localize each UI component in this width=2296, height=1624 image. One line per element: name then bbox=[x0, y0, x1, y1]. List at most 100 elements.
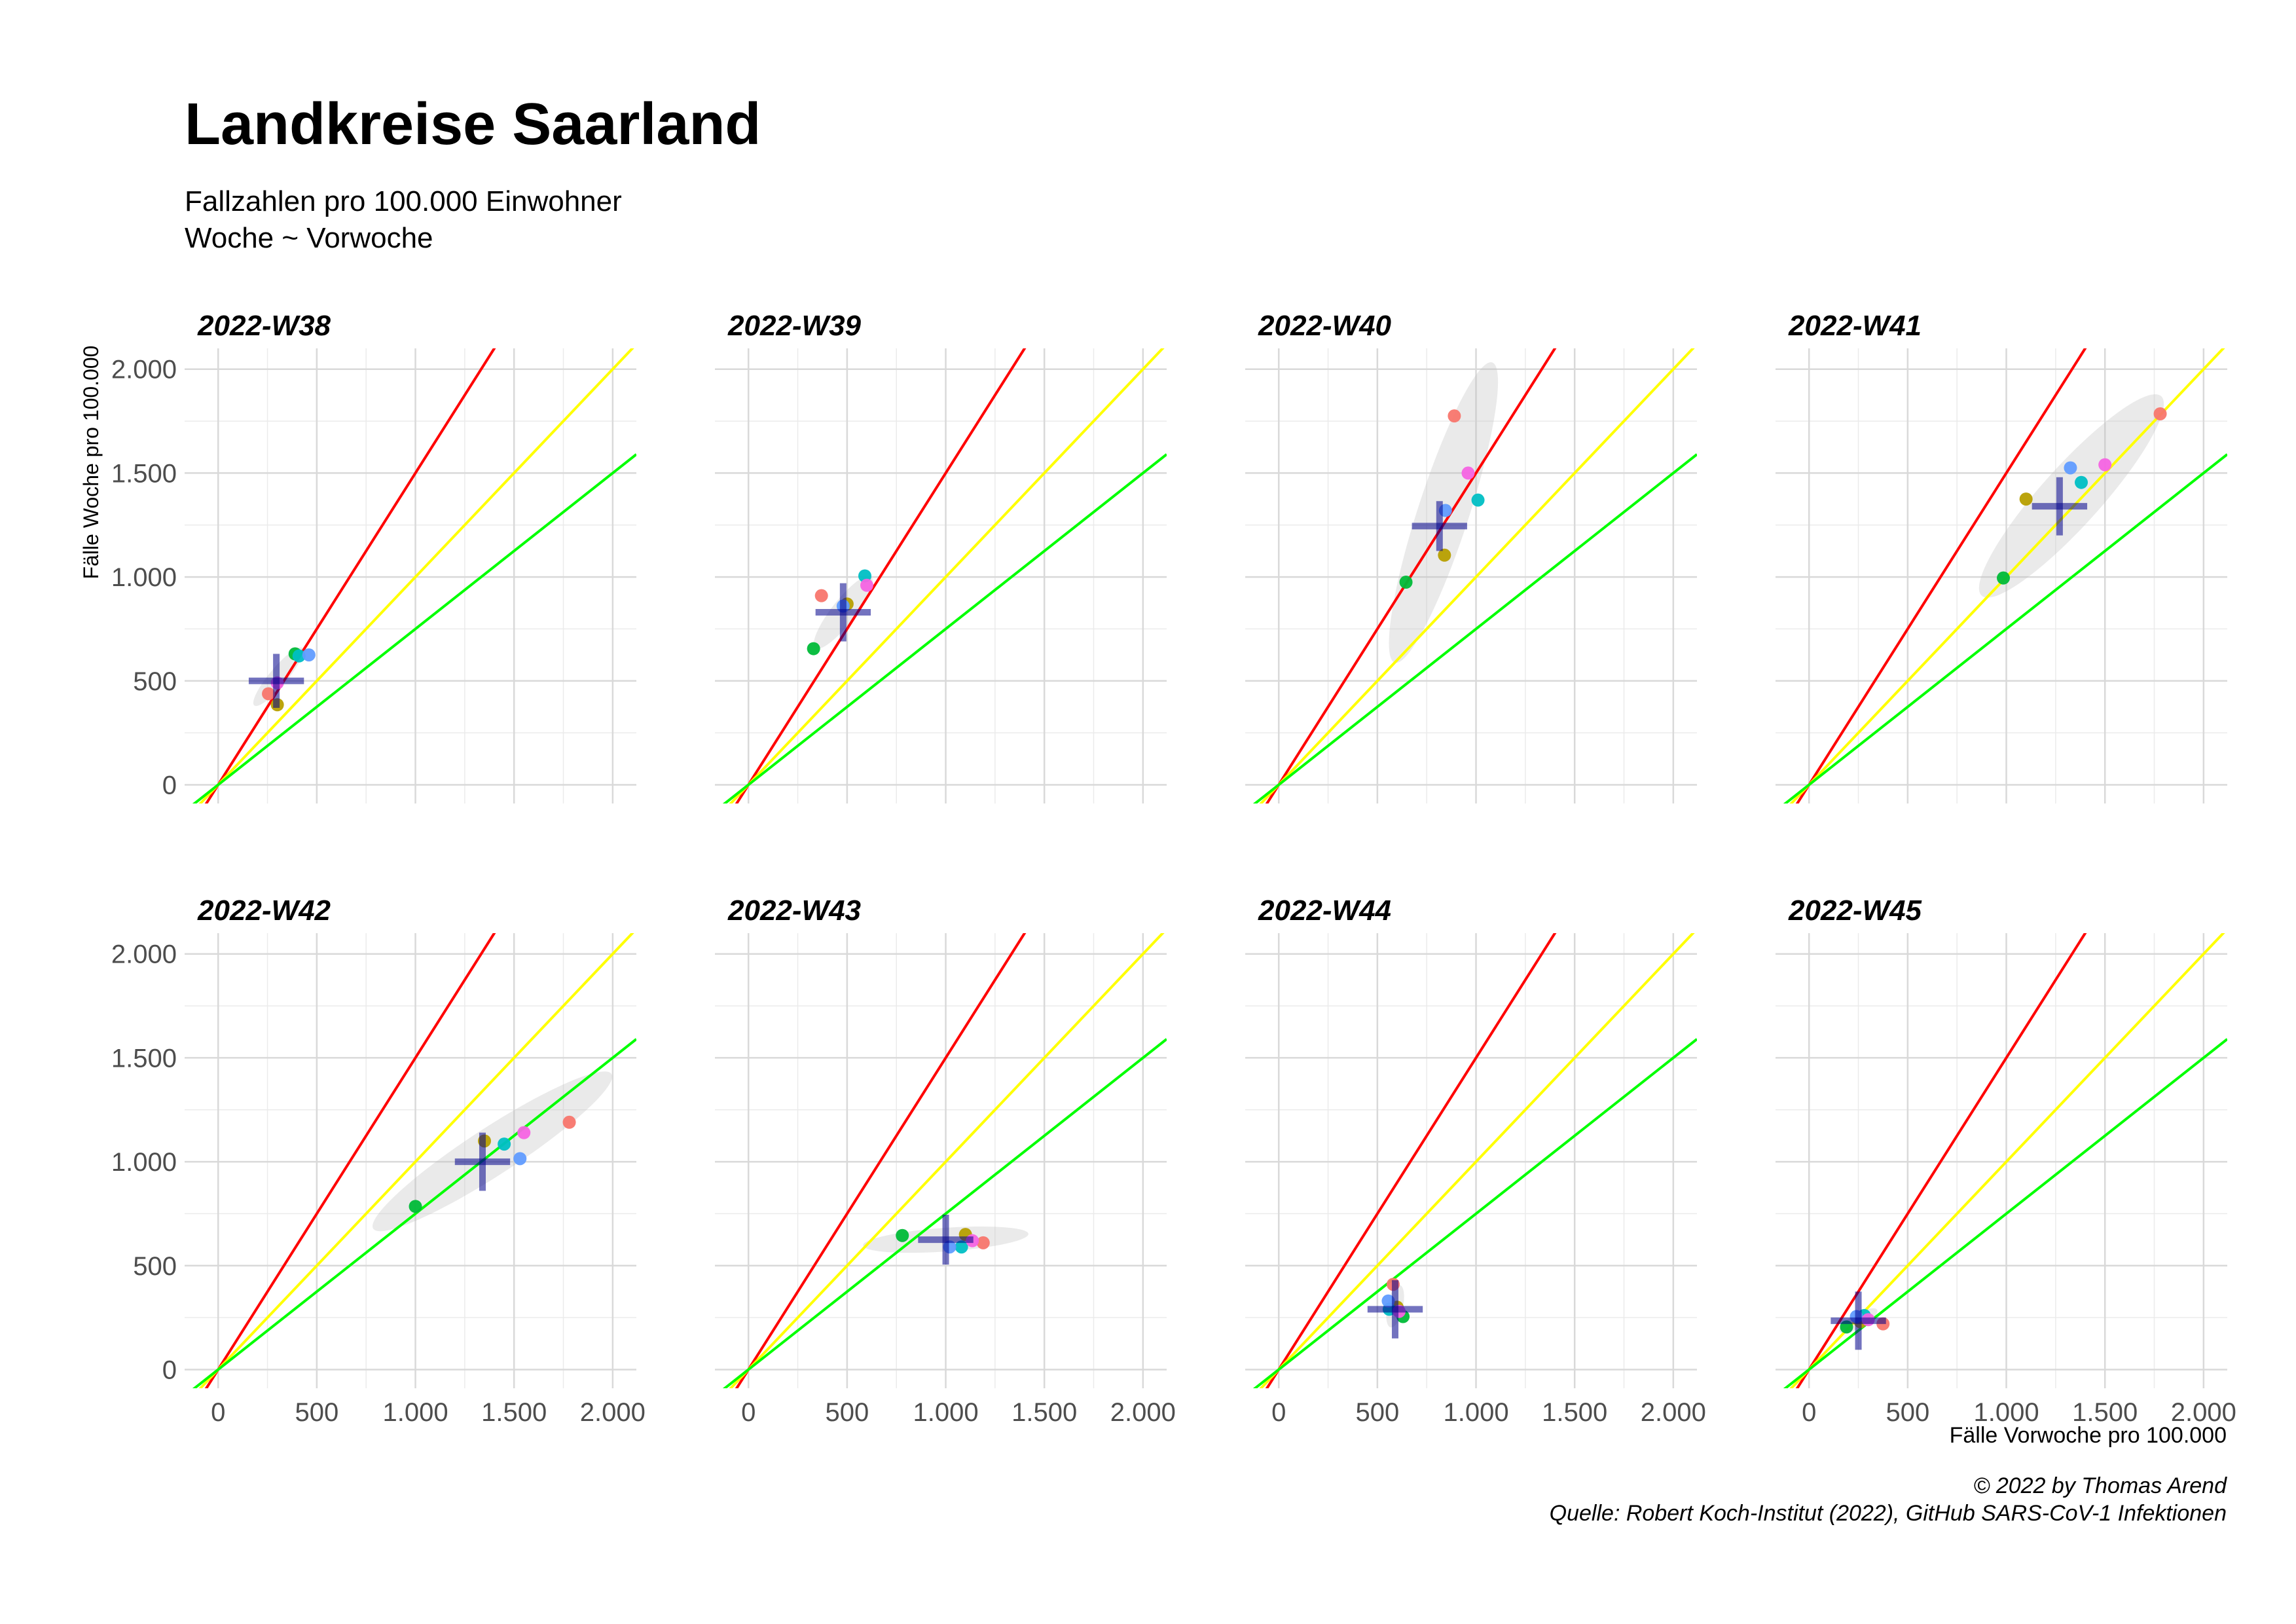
caption-copyright: © 2022 by Thomas Arend bbox=[1973, 1473, 2227, 1498]
data-point bbox=[292, 649, 306, 663]
chart-subtitle-line-1: Fallzahlen pro 100.000 Einwohner bbox=[185, 185, 622, 217]
facet-label: 2022-W38 bbox=[197, 310, 331, 342]
facet-label: 2022-W39 bbox=[727, 310, 862, 342]
caption-source: Quelle: Robert Koch-Institut (2022), Git… bbox=[1550, 1501, 2227, 1526]
y-tick-label: 1.500 bbox=[111, 459, 177, 488]
data-point bbox=[1997, 571, 2011, 585]
reference-line bbox=[1795, 348, 2087, 803]
reference-line bbox=[1265, 348, 1557, 803]
x-tick-label: 1.500 bbox=[2072, 1398, 2138, 1427]
panel-plot-area bbox=[185, 348, 636, 803]
data-point bbox=[2064, 461, 2077, 475]
x-tick-label: 500 bbox=[295, 1398, 339, 1427]
facet-2022-W39: 2022-W39 bbox=[715, 310, 1167, 803]
y-tick-label: 1.000 bbox=[111, 1148, 177, 1177]
chart-subtitle-line-2: Woche ~ Vorwoche bbox=[185, 222, 433, 254]
x-tick-label: 500 bbox=[1356, 1398, 1400, 1427]
data-point bbox=[513, 1152, 527, 1166]
data-point bbox=[409, 1200, 422, 1213]
x-tick-label: 2.000 bbox=[580, 1398, 646, 1427]
x-tick-label: 1.000 bbox=[913, 1398, 978, 1427]
data-point bbox=[517, 1126, 531, 1139]
reference-line bbox=[729, 933, 1165, 1388]
data-point bbox=[2098, 458, 2112, 471]
y-tick-label: 500 bbox=[133, 1252, 177, 1281]
reference-line bbox=[204, 933, 496, 1388]
reference-line bbox=[1265, 933, 1557, 1388]
panel-plot-area bbox=[715, 348, 1167, 803]
reference-line bbox=[198, 933, 634, 1388]
data-point bbox=[955, 1240, 968, 1254]
x-tick-label: 2.000 bbox=[1110, 1398, 1176, 1427]
facet-2022-W43: 2022-W43 0 500 1.000 1.500 2.000 bbox=[715, 895, 1176, 1427]
y-tick-label: 500 bbox=[133, 667, 177, 696]
panel-plot-area bbox=[1776, 348, 2227, 803]
facet-label: 2022-W45 bbox=[1788, 895, 1922, 927]
panel-plot-area bbox=[185, 933, 636, 1388]
data-point bbox=[1471, 493, 1485, 507]
data-point bbox=[1461, 466, 1475, 480]
reference-line bbox=[1252, 1038, 1697, 1388]
data-point bbox=[262, 687, 276, 701]
data-point bbox=[1438, 548, 1451, 562]
facet-2022-W42: 2022-W42 0 500 1.000 1.500 2.000 0 500 1.000 1.50… bbox=[111, 895, 646, 1427]
x-tick-label: 1.500 bbox=[1011, 1398, 1077, 1427]
reference-line bbox=[204, 348, 496, 803]
facet-label: 2022-W41 bbox=[1788, 310, 1922, 342]
x-tick-label: 500 bbox=[1886, 1398, 1930, 1427]
facet-panels: 2022-W38 0 500 1.000 1.500 2.000 2022-W39 2022-… bbox=[111, 310, 2236, 1427]
reference-line bbox=[729, 348, 1165, 803]
chart-title: Landkreise Saarland bbox=[185, 92, 761, 157]
y-tick-label: 2.000 bbox=[111, 940, 177, 969]
reference-line bbox=[198, 348, 634, 803]
data-point bbox=[814, 589, 828, 602]
reference-line bbox=[1783, 1038, 2227, 1388]
reference-line bbox=[1259, 933, 1695, 1388]
panel-plot-area bbox=[1245, 348, 1697, 803]
data-point bbox=[498, 1137, 511, 1151]
x-tick-label: 1.000 bbox=[1443, 1398, 1508, 1427]
data-point bbox=[2019, 492, 2033, 506]
x-tick-label: 0 bbox=[211, 1398, 225, 1427]
facet-label: 2022-W42 bbox=[197, 895, 331, 927]
y-tick-label: 1.000 bbox=[111, 563, 177, 592]
y-tick-label: 0 bbox=[162, 771, 177, 800]
x-tick-label: 1.500 bbox=[481, 1398, 547, 1427]
y-tick-label: 0 bbox=[162, 1356, 177, 1384]
reference-line bbox=[1795, 933, 2087, 1388]
reference-line bbox=[1789, 933, 2225, 1388]
reference-line bbox=[722, 453, 1167, 803]
panel-plot-area bbox=[1245, 933, 1697, 1388]
data-point bbox=[1448, 409, 1461, 423]
facet-2022-W41: 2022-W41 bbox=[1776, 310, 2227, 803]
confidence-ellipse bbox=[1978, 394, 2164, 598]
data-point bbox=[302, 648, 316, 662]
x-tick-label: 1.500 bbox=[1542, 1398, 1607, 1427]
reference-line bbox=[722, 1038, 1167, 1388]
panel-plot-area bbox=[715, 933, 1167, 1388]
data-point bbox=[976, 1236, 990, 1249]
x-tick-label: 2.000 bbox=[2171, 1398, 2236, 1427]
data-point bbox=[2075, 475, 2088, 489]
y-tick-label: 2.000 bbox=[111, 356, 177, 384]
facet-2022-W40: 2022-W40 bbox=[1245, 310, 1697, 803]
y-tick-label: 1.500 bbox=[111, 1044, 177, 1073]
x-tick-label: 1.000 bbox=[382, 1398, 448, 1427]
facet-2022-W38: 2022-W38 0 500 1.000 1.500 2.000 bbox=[111, 310, 636, 803]
facet-2022-W44: 2022-W44 0 500 1.000 1.500 2.000 bbox=[1245, 895, 1706, 1427]
reference-line bbox=[735, 933, 1027, 1388]
reference-line bbox=[735, 348, 1027, 803]
x-tick-label: 500 bbox=[826, 1398, 869, 1427]
x-tick-label: 1.000 bbox=[1973, 1398, 2039, 1427]
facet-label: 2022-W44 bbox=[1258, 895, 1391, 927]
panel-plot-area bbox=[1776, 933, 2227, 1388]
data-point bbox=[807, 642, 820, 655]
reference-line bbox=[1783, 453, 2227, 803]
reference-line bbox=[192, 1038, 636, 1388]
x-tick-label: 2.000 bbox=[1641, 1398, 1706, 1427]
data-point bbox=[562, 1115, 576, 1129]
x-tick-label: 0 bbox=[741, 1398, 756, 1427]
reference-line bbox=[1259, 348, 1695, 803]
x-tick-label: 0 bbox=[1271, 1398, 1286, 1427]
